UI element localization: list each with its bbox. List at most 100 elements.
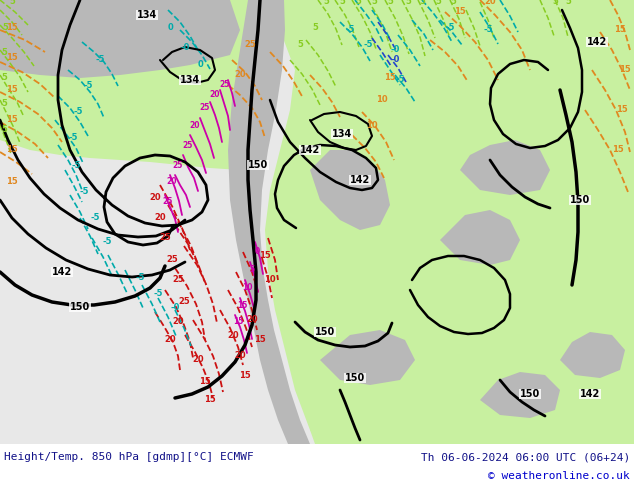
Polygon shape (480, 372, 560, 418)
Polygon shape (0, 0, 240, 78)
Text: 5: 5 (405, 0, 411, 6)
Text: 10: 10 (242, 284, 252, 293)
Text: 25: 25 (220, 80, 230, 90)
Text: -5: -5 (153, 290, 163, 298)
Text: 20: 20 (210, 91, 220, 99)
Text: -0: -0 (180, 44, 190, 52)
Text: 25: 25 (172, 275, 184, 285)
Text: -5: -5 (346, 25, 355, 34)
Text: 15: 15 (6, 85, 18, 95)
Text: 5: 5 (1, 74, 7, 82)
Text: 15: 15 (612, 146, 624, 154)
Text: 0: 0 (167, 24, 173, 32)
Text: 142: 142 (52, 267, 72, 277)
Text: 15: 15 (6, 53, 18, 63)
Text: 20: 20 (484, 0, 496, 6)
Text: 5: 5 (249, 266, 255, 274)
Text: 25: 25 (159, 234, 171, 243)
Text: -5: -5 (74, 107, 83, 117)
Text: 15: 15 (6, 177, 18, 187)
Text: 142: 142 (350, 175, 370, 185)
Text: 5: 5 (2, 24, 8, 32)
Text: -5: -5 (102, 238, 112, 246)
Text: 5: 5 (355, 0, 361, 6)
Text: 25: 25 (200, 103, 210, 113)
Text: 5: 5 (323, 0, 329, 6)
Text: -5: -5 (483, 25, 493, 34)
Text: 150: 150 (345, 373, 365, 383)
Text: 5: 5 (9, 0, 15, 6)
Text: -0: -0 (391, 55, 399, 65)
Text: 15: 15 (259, 250, 271, 260)
Polygon shape (460, 140, 550, 195)
Polygon shape (290, 0, 634, 444)
Text: 15: 15 (6, 146, 18, 154)
Text: 150: 150 (315, 327, 335, 337)
Text: 150: 150 (248, 160, 268, 170)
Text: 142: 142 (300, 145, 320, 155)
Text: 5: 5 (435, 0, 441, 6)
Text: -5: -5 (79, 188, 89, 196)
Text: 5: 5 (339, 0, 345, 6)
Polygon shape (310, 150, 390, 230)
Text: 25: 25 (173, 161, 183, 170)
Text: 25: 25 (244, 41, 256, 49)
Text: 20: 20 (172, 318, 184, 326)
Text: -0: -0 (171, 303, 179, 313)
Text: 10: 10 (376, 96, 388, 104)
Text: -5: -5 (445, 24, 455, 32)
Text: 5: 5 (297, 41, 303, 49)
Text: -0: -0 (391, 46, 399, 54)
Text: 150: 150 (520, 389, 540, 399)
Text: 20: 20 (167, 177, 178, 187)
Polygon shape (560, 332, 625, 378)
Text: 20: 20 (227, 330, 239, 340)
Text: 25: 25 (183, 141, 193, 149)
Text: 15: 15 (614, 25, 626, 34)
Polygon shape (250, 0, 634, 444)
Text: 134: 134 (137, 10, 157, 20)
Text: 5: 5 (450, 0, 456, 6)
Text: 25: 25 (166, 255, 178, 265)
Text: 25: 25 (178, 297, 190, 307)
Text: 5: 5 (387, 0, 393, 6)
Text: 150: 150 (570, 195, 590, 205)
Text: 20: 20 (164, 336, 176, 344)
Text: 15: 15 (6, 24, 18, 32)
Text: 5: 5 (419, 0, 425, 6)
Text: 5: 5 (565, 0, 571, 6)
Text: 20: 20 (234, 71, 246, 79)
Text: -5: -5 (83, 81, 93, 91)
Text: 5: 5 (1, 125, 7, 134)
Text: 5: 5 (371, 0, 377, 6)
Text: 25: 25 (163, 197, 173, 206)
Text: 134: 134 (180, 75, 200, 85)
Text: 20: 20 (154, 214, 166, 222)
Text: Th 06-06-2024 06:00 UTC (06+24): Th 06-06-2024 06:00 UTC (06+24) (421, 452, 630, 462)
Text: 20: 20 (190, 121, 200, 129)
Text: 10: 10 (264, 275, 276, 285)
Polygon shape (0, 0, 250, 170)
Text: 20: 20 (149, 194, 161, 202)
Text: -5: -5 (95, 55, 105, 65)
Text: 0: 0 (254, 247, 260, 256)
Text: 5: 5 (1, 49, 7, 57)
Text: 142: 142 (580, 389, 600, 399)
Text: 15: 15 (6, 116, 18, 124)
Text: 15: 15 (384, 74, 396, 82)
Text: -5: -5 (135, 273, 145, 283)
Text: © weatheronline.co.uk: © weatheronline.co.uk (488, 471, 630, 481)
Text: -5: -5 (363, 41, 373, 49)
Bar (0, 444, 634, 490)
Text: -5: -5 (395, 75, 404, 84)
Text: 10: 10 (366, 121, 378, 129)
Polygon shape (440, 210, 520, 265)
Text: -5: -5 (71, 161, 81, 170)
Text: 20: 20 (234, 350, 246, 360)
Text: 15: 15 (454, 7, 466, 17)
Text: 15: 15 (254, 336, 266, 344)
Text: 5: 5 (312, 24, 318, 32)
Text: 5: 5 (1, 99, 7, 108)
Polygon shape (320, 330, 415, 385)
Text: 150: 150 (70, 302, 90, 312)
